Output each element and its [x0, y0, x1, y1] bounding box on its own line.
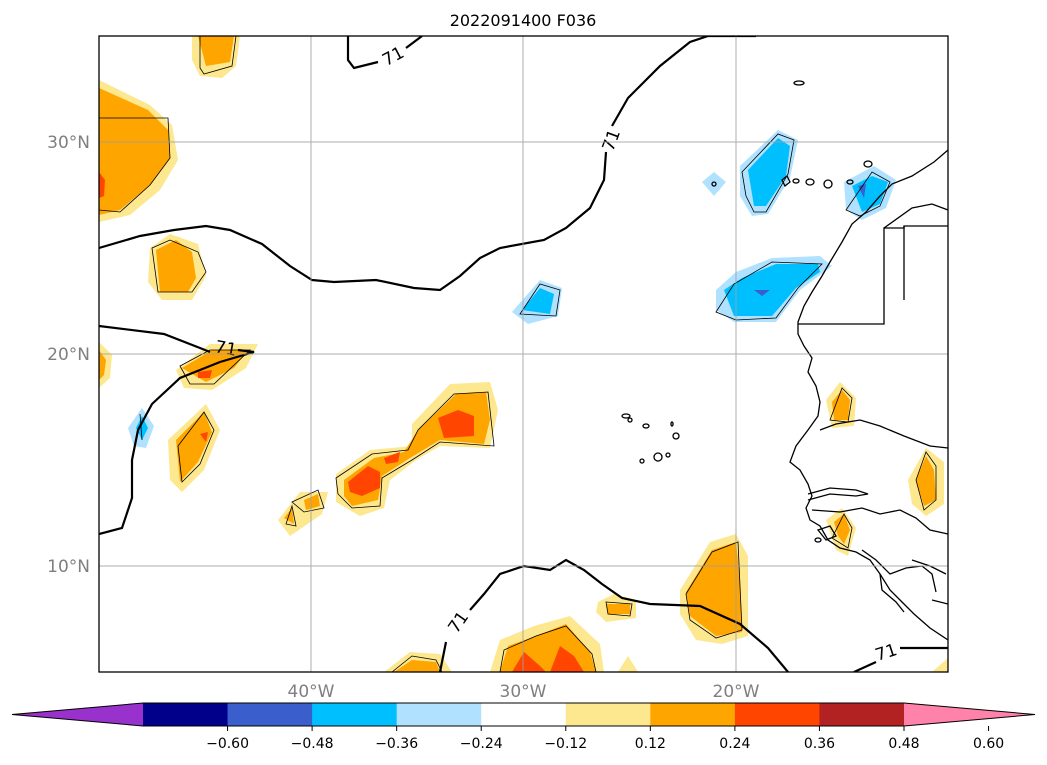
chart-title: 2022091400 F036 [450, 11, 597, 30]
anomaly-region-orange [606, 604, 630, 614]
colorbar: −0.60 −0.48 −0.36 −0.24 −0.12 0.12 0.24 0.36 0.4… [11, 702, 1036, 752]
island [846, 179, 854, 185]
anomaly-region-orange [304, 494, 320, 510]
colorbar-tick-label: −0.36 [375, 736, 418, 752]
island [781, 174, 791, 188]
lat-label: 30°N [47, 133, 90, 153]
anomaly-region-orange [176, 412, 212, 482]
colorbar-segment [819, 703, 905, 726]
thin-contours [99, 36, 937, 672]
map-frame [98, 35, 949, 673]
lat-label: 10°N [47, 557, 90, 577]
anomaly-region-orange [156, 240, 196, 292]
colorbar-tick-label: −0.60 [206, 736, 249, 752]
colorbar-tick-label: 0.12 [635, 736, 666, 752]
island-cape-verde [639, 458, 645, 464]
colorbar-tick-label: 0.48 [888, 736, 919, 752]
anomaly-region-red [438, 410, 474, 438]
island-cape-verde [672, 432, 680, 440]
colorbar-segment [565, 703, 651, 726]
lon-labels: 40°W 30°W 20°W [288, 682, 760, 702]
colorbar-tick-label: −0.24 [460, 736, 503, 752]
colorbar-tick-label: 0.24 [719, 736, 750, 752]
islands [621, 80, 873, 543]
anomaly-region-pale-yellow [932, 658, 948, 672]
positive-anomaly-regions [99, 36, 948, 672]
anomaly-region-pale-yellow [618, 656, 638, 672]
anomaly-region-orange [99, 350, 106, 380]
anomaly-region-light-blue [702, 172, 726, 196]
map-area: 71 71 71 71 71 [99, 36, 948, 672]
island-bijagos [814, 537, 822, 543]
anomaly-region-blue-violet [754, 290, 770, 296]
island-madeira [793, 80, 805, 86]
colorbar-extend-min [12, 703, 143, 726]
colorbar-tick-label: −0.48 [291, 736, 334, 752]
island [792, 178, 800, 184]
island-cape-verde [621, 413, 631, 419]
contour-label: 71 [213, 337, 238, 360]
island-cape-verde [642, 423, 650, 429]
anomaly-region-orange [198, 36, 234, 66]
anomaly-region-red [550, 646, 584, 672]
colorbar-tick-label: −0.12 [544, 736, 587, 752]
colorbar-segment [650, 703, 736, 726]
lon-label: 30°W [500, 682, 547, 702]
anomaly-region-red [200, 432, 208, 442]
anomaly-region-blue [748, 138, 790, 206]
island-cape-verde [670, 421, 674, 427]
island [823, 179, 833, 189]
colorbar-segment [227, 703, 313, 726]
anomaly-region-orange [832, 390, 850, 420]
colorbar-segment [312, 703, 398, 726]
colorbar-extend-max [904, 703, 1035, 726]
island [863, 160, 873, 168]
anomaly-region-orange [394, 660, 440, 672]
colorbar-tick-label: 0.60 [973, 736, 1004, 752]
anomaly-region-orange [916, 456, 936, 506]
anomaly-region-blue-violet [858, 184, 866, 198]
anomaly-region-red [512, 652, 546, 672]
anomaly-region-blue [724, 264, 820, 316]
anomaly-region-red [348, 466, 380, 496]
anomaly-region-blue [852, 176, 888, 212]
anomaly-region-blue [136, 416, 148, 440]
colorbar-segment [734, 703, 820, 726]
anomaly-region-blue [522, 288, 554, 314]
lat-labels: 10°N 20°N 30°N [47, 133, 90, 577]
island [805, 178, 815, 186]
island-cape-verde [627, 417, 633, 423]
anomaly-region-red [99, 172, 105, 198]
colorbar-outline [11, 702, 1036, 727]
lon-label: 20°W [713, 682, 760, 702]
island-cape-verde [665, 452, 671, 458]
colorbar-segment [143, 703, 229, 726]
lat-label: 20°N [47, 345, 90, 365]
anomaly-region-red [384, 452, 400, 464]
coastlines [789, 149, 948, 641]
island-bijagos [816, 525, 837, 541]
country-borders [798, 225, 948, 325]
gridlines [99, 36, 948, 672]
anomaly-region-orange [99, 88, 170, 215]
colorbar-segment [481, 703, 567, 726]
island [711, 181, 717, 187]
colorbar-segment [396, 703, 482, 726]
anomaly-region-red [198, 370, 212, 378]
anomaly-region-orange [834, 514, 850, 544]
island-cape-verde [653, 452, 663, 462]
africa-coastline [789, 149, 948, 641]
thick-contours-71 [99, 36, 948, 672]
colorbar-tick-label: 0.36 [804, 736, 835, 752]
negative-anomaly-regions [128, 130, 896, 448]
lon-label: 40°W [288, 682, 335, 702]
